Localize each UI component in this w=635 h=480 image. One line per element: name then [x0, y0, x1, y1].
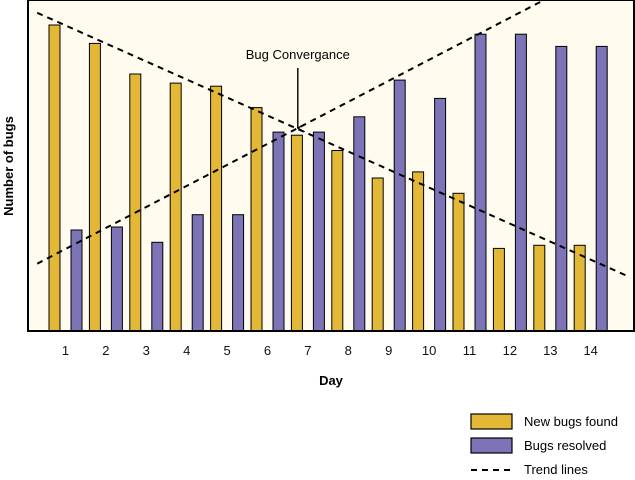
bar-bugs-resolved-day-7: [312, 131, 325, 332]
x-tick-labels: 1 2 3 4 5 6 7 8 9 10 11 12 13 14: [62, 343, 598, 358]
bar-bugs-resolved-day-1: [70, 229, 83, 332]
x-tick-label: 8: [345, 343, 352, 358]
x-tick-label: 2: [102, 343, 109, 358]
plot-area: [28, 0, 634, 331]
legend: New bugs found Bugs resolved Trend lines: [470, 413, 618, 477]
bar-bugs-resolved-day-6: [272, 131, 285, 332]
bar-new-bugs-day-12: [492, 247, 505, 332]
bar-new-bugs-day-2: [88, 42, 101, 332]
annotation: Bug Convergance: [246, 47, 350, 128]
annotation-label: Bug Convergance: [246, 47, 350, 62]
bar-bugs-resolved-day-14: [595, 45, 608, 332]
bar-new-bugs-day-13: [533, 244, 546, 332]
x-tick-label: 7: [304, 343, 311, 358]
x-tick-label: 10: [422, 343, 436, 358]
bar-new-bugs-day-14: [573, 244, 586, 332]
bar-bugs-resolved-day-10: [434, 97, 447, 332]
bar-new-bugs-day-8: [331, 150, 344, 332]
trend-line-new-bugs: [36, 11, 628, 277]
legend-label-bugs-resolved: Bugs resolved: [524, 438, 606, 453]
bar-bugs-resolved-day-9: [393, 79, 406, 332]
bar-new-bugs-day-5: [210, 85, 223, 332]
bar-new-bugs-day-9: [371, 177, 384, 332]
bar-new-bugs-day-1: [48, 24, 61, 332]
bar-bugs-resolved-day-12: [514, 33, 527, 332]
bar-bugs-resolved-day-13: [555, 45, 568, 332]
plot-frame: [27, 0, 635, 332]
bar-new-bugs-day-11: [452, 192, 465, 332]
x-tick-label: 9: [385, 343, 392, 358]
x-tick-label: 13: [543, 343, 557, 358]
legend-swatch-bugs-resolved: [470, 437, 513, 454]
bar-bugs-resolved-day-4: [191, 214, 204, 332]
x-tick-label: 6: [264, 343, 271, 358]
legend-label-new-bugs: New bugs found: [524, 414, 618, 429]
x-tick-label: 12: [503, 343, 517, 358]
x-tick-label: 14: [583, 343, 597, 358]
legend-swatch-new-bugs: [470, 413, 513, 430]
x-tick-label: 5: [223, 343, 230, 358]
legend-label-trend: Trend lines: [524, 462, 588, 477]
bar-new-bugs-day-6: [250, 107, 263, 332]
bar-new-bugs-day-3: [129, 73, 142, 332]
x-tick-label: 4: [183, 343, 190, 358]
bar-bugs-resolved-day-5: [232, 214, 245, 332]
bar-new-bugs-day-10: [412, 171, 425, 332]
x-tick-label: 1: [62, 343, 69, 358]
x-tick-label: 11: [463, 343, 477, 358]
x-tick-label: 3: [143, 343, 150, 358]
bar-new-bugs-day-4: [169, 82, 182, 332]
y-axis-label: Number of bugs: [1, 116, 16, 216]
bar-new-bugs-day-7: [290, 134, 303, 332]
bar-bugs-resolved-day-8: [353, 116, 366, 332]
bar-bugs-resolved-day-2: [110, 226, 123, 332]
x-axis-label: Day: [319, 373, 344, 388]
bar-bugs-resolved-day-11: [474, 33, 487, 332]
bar-bugs-resolved-day-3: [151, 241, 164, 332]
